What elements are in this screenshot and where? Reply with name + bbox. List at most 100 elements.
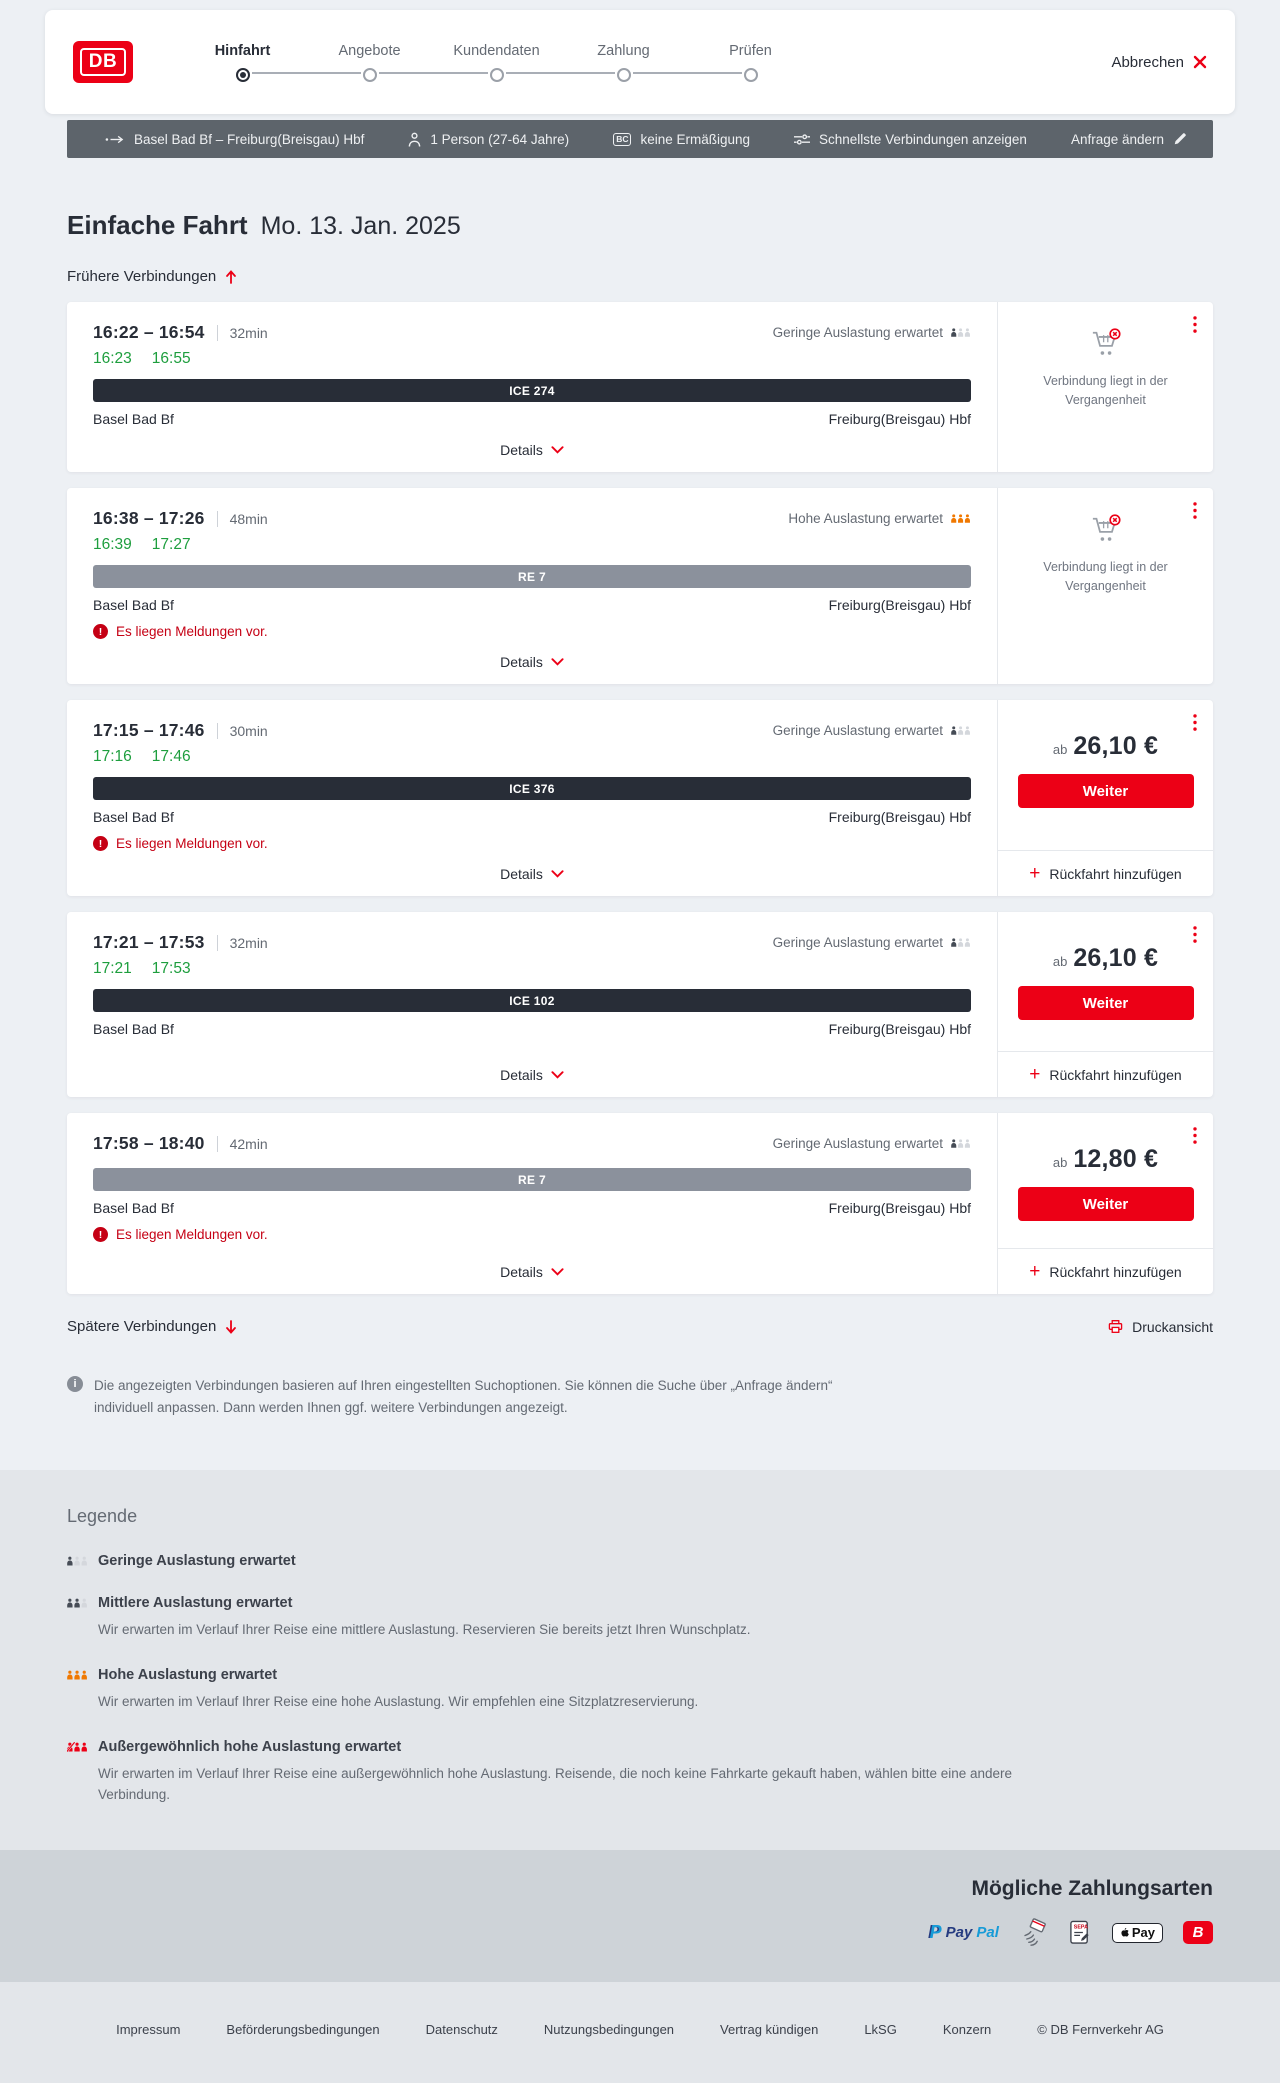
connection-card: 16:22 – 16:54 32min Geringe Auslastung e… (67, 302, 1213, 472)
payment-title: Mögliche Zahlungsarten (971, 1876, 1213, 1900)
occupancy-low-icon (951, 938, 970, 947)
details-button[interactable]: Details (500, 1067, 564, 1083)
paypal-logo: P Pay Pal (929, 1922, 999, 1943)
details-button[interactable]: Details (500, 654, 564, 670)
footer-link-lksg[interactable]: LkSG (864, 2021, 897, 2037)
fastest-label: Schnellste Verbindungen anzeigen (819, 131, 1027, 147)
kebab-icon (1193, 502, 1197, 519)
train-label-bar: ICE 102 (93, 989, 971, 1012)
occupancy-label: Hohe Auslastung erwartet (788, 511, 943, 526)
discount-text: keine Ermäßigung (640, 131, 751, 147)
train-label-bar: ICE 376 (93, 777, 971, 800)
connection-side: ab 26,10 € Weiter Rückfahrt hinzufügen (997, 700, 1213, 896)
connection-card: 17:58 – 18:40 42min Geringe Auslastung e… (67, 1113, 1213, 1294)
overflow-menu-button[interactable] (1189, 498, 1201, 523)
cancel-button[interactable]: Abbrechen (1111, 54, 1207, 71)
connection-card: 17:21 – 17:53 32min Geringe Auslastung e… (67, 912, 1213, 1097)
db-payment-icon: B (1183, 1921, 1213, 1945)
details-button[interactable]: Details (500, 1264, 564, 1280)
passenger-summary: 1 Person (27-64 Jahre) (408, 132, 569, 147)
add-return-button[interactable]: Rückfahrt hinzufügen (998, 1051, 1213, 1097)
person-icon (409, 132, 421, 147)
add-return-button[interactable]: Rückfahrt hinzufügen (998, 850, 1213, 896)
origin-station: Basel Bad Bf (93, 411, 174, 427)
overflow-menu-button[interactable] (1189, 922, 1201, 947)
details-button[interactable]: Details (500, 866, 564, 882)
connection-side: ab 12,80 € Weiter Rückfahrt hinzufügen (997, 1113, 1213, 1294)
footer-link-impressum[interactable]: Impressum (116, 2021, 181, 2037)
copyright-text: © DB Fernverkehr AG (1037, 2021, 1164, 2037)
occupancy-exceptional-icon (67, 1742, 87, 1753)
kebab-icon (1193, 316, 1197, 333)
connection-side: Verbindung liegt in der Vergangenheit (997, 488, 1213, 684)
sliders-icon (794, 133, 811, 145)
kebab-icon (1193, 714, 1197, 731)
step-hinfahrt: Hinfahrt (179, 43, 361, 82)
overflow-menu-button[interactable] (1189, 1123, 1201, 1148)
page-footer: Impressum Beförderungsbedingungen Datens… (0, 1981, 1280, 2083)
footer-link-datenschutz[interactable]: Datenschutz (425, 2021, 498, 2037)
separator (216, 934, 218, 951)
step-kundendaten: Kundendaten (433, 43, 615, 82)
connection-side: Verbindung liegt in der Vergangenheit (997, 302, 1213, 472)
print-view-button[interactable]: Druckansicht (1108, 1319, 1213, 1335)
realtime-times: 16:39 17:27 (93, 536, 191, 553)
apple-pay-icon: Pay (1111, 1922, 1163, 1943)
connection-main: 16:22 – 16:54 32min Geringe Auslastung e… (67, 302, 997, 472)
chevron-down-icon (551, 1071, 564, 1079)
occupancy-low-icon (951, 1139, 970, 1148)
fastest-connections-toggle[interactable]: Schnellste Verbindungen anzeigen (794, 132, 1027, 147)
plus-icon (1029, 1065, 1040, 1084)
earlier-connections-link[interactable]: Frühere Verbindungen (67, 268, 237, 285)
credit-card-icon (1024, 1918, 1046, 1946)
duration: 30min (229, 722, 268, 739)
close-icon (1193, 55, 1207, 69)
route-icon (105, 135, 124, 143)
page-title: Einfache Fahrt (67, 210, 248, 240)
messages-notice: Es liegen Meldungen vor. (93, 1227, 971, 1242)
step-dot (489, 67, 504, 82)
occupancy-high-icon (67, 1670, 87, 1680)
footer-link-nutzungsbedingungen[interactable]: Nutzungsbedingungen (543, 2021, 675, 2037)
connection-main: 17:58 – 18:40 42min Geringe Auslastung e… (67, 1113, 997, 1294)
footer-link-vertrag-kuendigen[interactable]: Vertrag kündigen (720, 2021, 819, 2037)
step-dot (362, 67, 377, 82)
kebab-icon (1193, 926, 1197, 943)
train-label-bar: RE 7 (93, 1168, 971, 1191)
overflow-menu-button[interactable] (1189, 312, 1201, 337)
journey-summary-bar: Basel Bad Bf – Freiburg(Breisgau) Hbf 1 … (67, 120, 1213, 158)
connection-side: ab 26,10 € Weiter Rückfahrt hinzufügen (997, 912, 1213, 1097)
weiter-button[interactable]: Weiter (1017, 1187, 1194, 1221)
overflow-menu-button[interactable] (1189, 710, 1201, 735)
destination-station: Freiburg(Breisgau) Hbf (828, 1021, 971, 1037)
legend-item-max: Außergewöhnlich hohe Auslastung erwartet… (67, 1739, 1213, 1806)
plus-icon (1029, 864, 1040, 883)
warning-icon (93, 624, 108, 639)
footer-links: Impressum Beförderungsbedingungen Datens… (67, 2022, 1213, 2037)
legend-item-high: Hohe Auslastung erwartet Wir erwarten im… (67, 1667, 1213, 1713)
legend-item-low: Geringe Auslastung erwartet (67, 1553, 1213, 1569)
route-text: Basel Bad Bf – Freiburg(Breisgau) Hbf (134, 131, 365, 147)
connection-card: 16:38 – 17:26 48min Hohe Auslastung erwa… (67, 488, 1213, 684)
cancel-label: Abbrechen (1111, 53, 1184, 71)
payment-section: Mögliche Zahlungsarten P Pay Pal SEPA (0, 1849, 1280, 1982)
step-dot-active (235, 67, 250, 82)
change-request-button[interactable]: Anfrage ändern (1071, 132, 1187, 147)
details-button[interactable]: Details (500, 442, 564, 458)
footer-link-konzern[interactable]: Konzern (942, 2021, 992, 2037)
past-connection-note: Verbindung liegt in der Vergangenheit (1043, 374, 1168, 408)
cart-unavailable-icon (1092, 328, 1121, 355)
weiter-button[interactable]: Weiter (1017, 986, 1194, 1020)
price: ab 26,10 € (1052, 732, 1159, 760)
add-return-button[interactable]: Rückfahrt hinzufügen (998, 1248, 1213, 1294)
messages-notice: Es liegen Meldungen vor. (93, 836, 971, 851)
search-options-note: Die angezeigten Verbindungen basieren au… (67, 1375, 1213, 1418)
kebab-icon (1193, 1127, 1197, 1144)
later-connections-link[interactable]: Spätere Verbindungen (67, 1318, 237, 1335)
weiter-button[interactable]: Weiter (1017, 774, 1194, 808)
pencil-icon (1174, 133, 1186, 145)
origin-station: Basel Bad Bf (93, 597, 174, 613)
footer-link-befoerderungsbedingungen[interactable]: Beförderungsbedingungen (226, 2021, 380, 2037)
step-pruefen: Prüfen (687, 43, 814, 82)
connection-main: 16:38 – 17:26 48min Hohe Auslastung erwa… (67, 488, 997, 684)
